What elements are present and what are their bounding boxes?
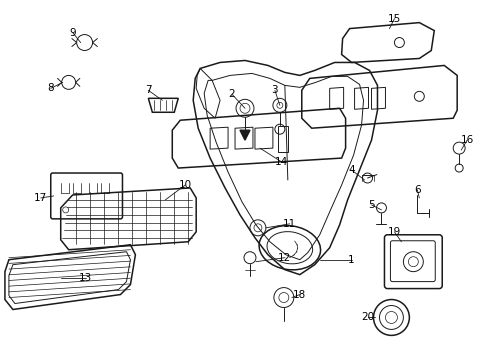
- Text: 12: 12: [278, 253, 291, 263]
- Text: 17: 17: [34, 193, 47, 203]
- Text: 1: 1: [347, 255, 354, 265]
- Text: 15: 15: [387, 14, 400, 24]
- Text: 4: 4: [347, 165, 354, 175]
- Text: 8: 8: [47, 84, 54, 93]
- Text: 18: 18: [293, 289, 306, 300]
- Text: 20: 20: [360, 312, 373, 323]
- Polygon shape: [240, 130, 249, 140]
- Text: 2: 2: [228, 89, 235, 99]
- Text: 3: 3: [271, 85, 278, 95]
- Text: 13: 13: [79, 273, 92, 283]
- Text: 5: 5: [367, 200, 374, 210]
- Text: 6: 6: [413, 185, 420, 195]
- Text: 9: 9: [69, 28, 76, 37]
- Text: 7: 7: [145, 85, 151, 95]
- Text: 11: 11: [283, 219, 296, 229]
- Text: 16: 16: [460, 135, 473, 145]
- Text: 10: 10: [178, 180, 191, 190]
- Text: 14: 14: [275, 157, 288, 167]
- Text: 19: 19: [387, 227, 400, 237]
